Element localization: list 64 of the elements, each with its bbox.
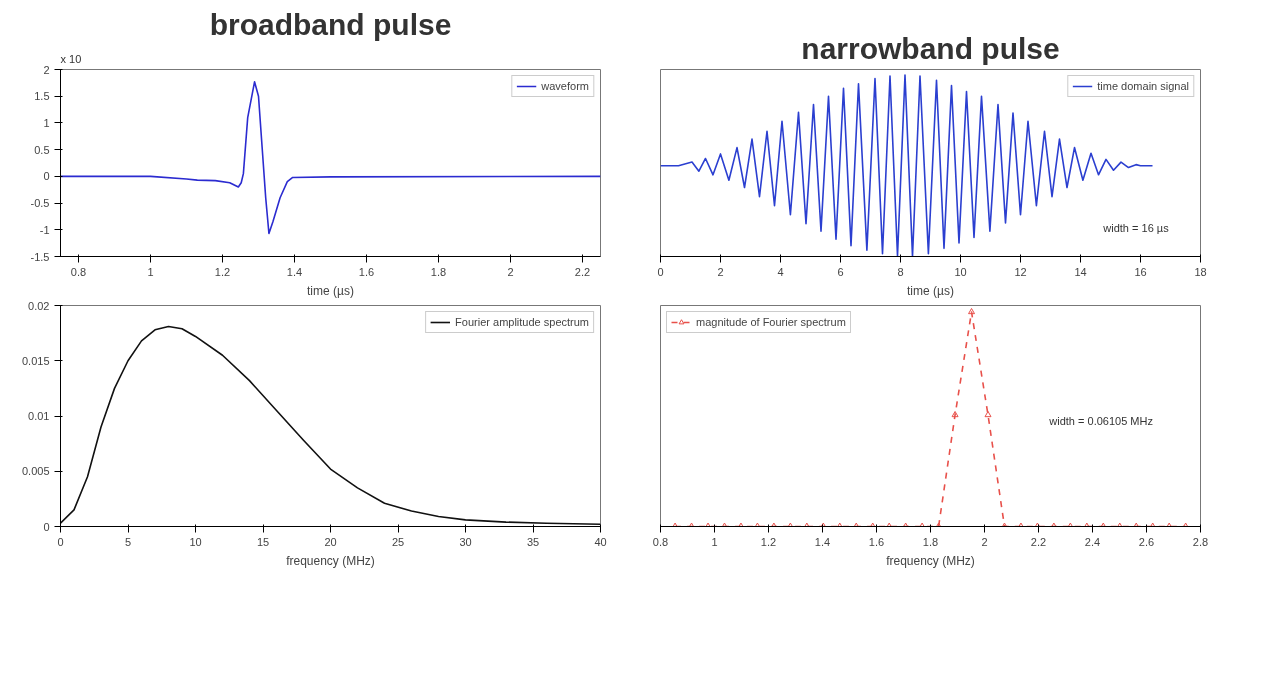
x-tick-label: 40 [594,535,607,548]
legend-label: magnitude of Fourier spectrum [696,316,846,328]
chart-title: narrowband pulse [801,31,1060,65]
annotation: width = 0.06105 MHz [1048,415,1153,428]
y-tick-label: 0.015 [21,354,50,367]
text: x 10 [60,52,82,65]
x-tick-label: 2.2 [574,265,591,278]
y-tick-label: 0.02 [28,299,50,312]
x-tick-label: 1 [147,265,154,278]
x-tick-label: 2.2 [1030,535,1047,548]
x-tick-label: 1.6 [358,265,375,278]
y-tick-label: 0.01 [28,410,50,422]
x-tick-label: 15 [256,535,270,548]
legend-label: Fourier amplitude spectrum [455,316,589,328]
x-axis-title: time (µs) [307,283,354,298]
x-tick-label: 2.6 [1138,535,1155,548]
y-tick-label: 0 [43,520,50,533]
x-tick-label: 5 [124,535,132,548]
x-axis-title: frequency (MHz) [886,553,975,568]
x-tick-label: 1.2 [760,535,777,548]
x-tick-label: 0.8 [652,535,669,548]
y-tick-label: 0.005 [21,465,50,478]
x-tick-label: 0.8 [70,265,87,278]
x-tick-label: 6 [837,265,844,278]
x-tick-label: 12 [1014,265,1027,278]
x-tick-label: 25 [391,535,405,548]
y-tick-label: 1 [43,116,50,129]
x-tick-label: 35 [526,535,540,548]
x-tick-label: 8 [897,265,904,278]
x-axis-title: frequency (MHz) [286,553,375,568]
chart-title: broadband pulse [209,7,452,41]
x-tick-label: 1.4 [286,265,303,278]
y-tick-label: -1 [39,223,50,236]
y-tick-label: -1.5 [30,250,50,263]
x-tick-label: 20 [324,535,337,548]
x-tick-label: 2.4 [1084,535,1101,548]
legend-label: time domain signal [1097,80,1189,92]
y-tick-label: -0.5 [30,197,50,210]
x-tick-label: 1.2 [214,265,231,278]
x-tick-label: 2.8 [1192,535,1209,548]
x-tick-label: 16 [1134,265,1147,278]
x-tick-label: 10 [189,535,202,548]
annotation: width = 16 µs [1102,222,1170,235]
x-tick-label: 10 [954,265,967,278]
x-tick-label: 1 [711,535,718,548]
x-tick-label: 18 [1194,265,1207,278]
x-tick-label: 2 [507,265,514,278]
y-tick-label: 2 [43,63,50,76]
x-tick-label: 1.4 [814,535,831,548]
x-tick-label: 0 [657,265,664,278]
x-tick-label: 2 [717,265,724,278]
y-tick-label: 0 [43,170,50,183]
x-tick-label: 1.8 [922,535,939,548]
legend-label: waveform [541,80,589,92]
x-tick-label: 1.6 [868,535,885,548]
y-tick-label: 0.5 [34,143,50,156]
y-tick-label: 1.5 [34,90,50,103]
x-tick-label: 30 [459,535,472,548]
x-tick-label: 4 [777,265,784,278]
x-tick-label: 0 [57,535,64,548]
x-axis-title: time (µs) [907,283,954,298]
x-tick-label: 2 [981,535,988,548]
x-tick-label: 14 [1074,265,1087,278]
x-tick-label: 1.8 [430,265,447,278]
